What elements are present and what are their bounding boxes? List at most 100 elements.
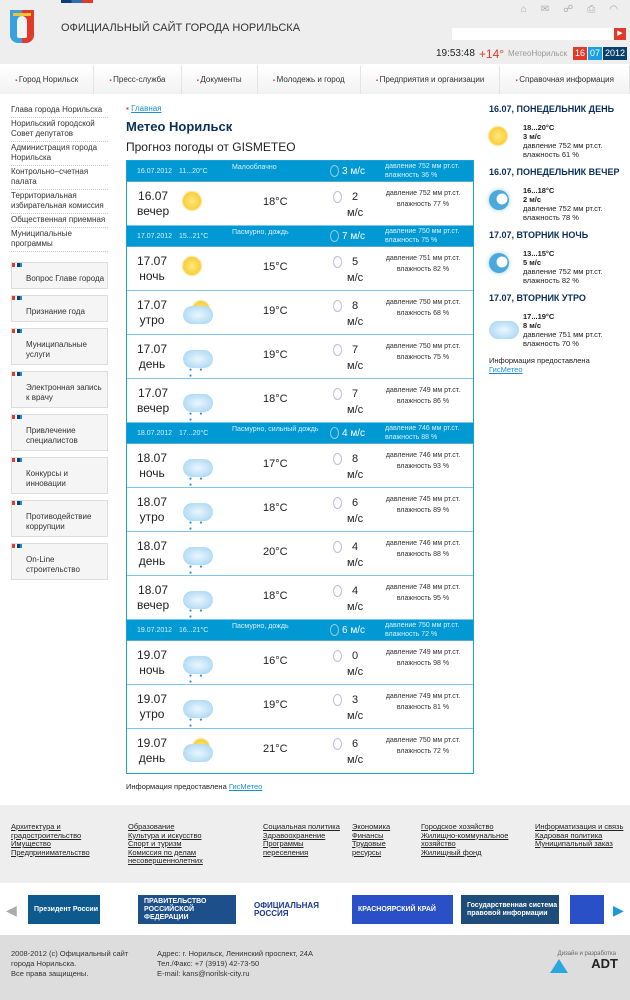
- wind-speed: 4: [352, 585, 359, 597]
- source-link[interactable]: ГисМетео: [489, 365, 523, 374]
- period-part: утро: [139, 313, 165, 327]
- sidebar-box[interactable]: On-Line строительство: [11, 543, 108, 580]
- footer-link[interactable]: Здравоохранение: [263, 830, 326, 840]
- period-temperature: 19°C: [263, 305, 288, 317]
- sidebar-link[interactable]: Норильский городской Совет депутатов: [11, 118, 108, 142]
- sidebar-link[interactable]: Контрольно–счетная палата: [11, 166, 108, 190]
- sidebar-link[interactable]: Общественная приемная: [11, 214, 108, 228]
- partner-banner[interactable]: Государственная система правовой информа…: [461, 895, 559, 924]
- print-icon[interactable]: ⎙: [587, 4, 596, 15]
- sidebar-link[interactable]: Муниципальные программы: [11, 228, 108, 252]
- footer-link[interactable]: Предпринимательство: [11, 847, 90, 857]
- sidebar-box-label: Противодействие коррупции: [26, 512, 92, 531]
- partner-banner[interactable]: [570, 895, 604, 924]
- breadcrumb-home[interactable]: Главная: [131, 104, 162, 113]
- home-icon[interactable]: ⌂: [520, 4, 527, 15]
- period-date-value: 18.07: [138, 583, 169, 597]
- sidebar-box[interactable]: Противодействие коррупции: [11, 500, 108, 537]
- partner-banner[interactable]: КРАСНОЯРСКИЙ КРАЙ: [352, 895, 453, 924]
- wind-direction-icon: [333, 388, 342, 400]
- weather-icon-cell: ● ● ●: [183, 586, 215, 620]
- sidebar-box[interactable]: Вопрос Главе города: [11, 262, 108, 289]
- prev-arrow-icon[interactable]: ◀: [6, 902, 17, 918]
- mail-icon[interactable]: ✉: [540, 4, 550, 15]
- weather-icon-cell: [489, 312, 519, 348]
- date-day: 16: [572, 47, 587, 60]
- city-coat-of-arms-logo[interactable]: [10, 10, 34, 43]
- partner-banner[interactable]: Президент России: [28, 895, 100, 924]
- sidebar-link[interactable]: Администрация города Норильска: [11, 142, 108, 166]
- footer-link[interactable]: Кадровая политика: [535, 830, 603, 840]
- footer-link[interactable]: Программы переселения: [263, 839, 309, 857]
- search-button[interactable]: ▶: [614, 28, 626, 40]
- footer-link[interactable]: Комиссия по делам несовершеннолетних: [128, 847, 203, 865]
- sidebar-box[interactable]: Конкурсы и инновации: [11, 457, 108, 494]
- site-title[interactable]: ОФИЦИАЛЬНЫЙ САЙТ ГОРОДА НОРИЛЬСКА: [61, 22, 301, 34]
- partner-banner[interactable]: ПРАВИТЕЛЬСТВО РОССИЙСКОЙ ФЕДЕРАЦИИ: [138, 895, 236, 924]
- cloud-icon: [183, 700, 213, 718]
- period-date: 17.07 вечер: [137, 386, 169, 416]
- search-input[interactable]: [452, 28, 614, 40]
- right-forecast-details: 18...20°C 3 м/с давление 752 мм рт.ст. влаж…: [523, 123, 603, 159]
- footer-link[interactable]: Спорт и туризм: [128, 839, 182, 848]
- rss-icon[interactable]: ◠: [609, 4, 618, 15]
- wind-direction-icon: [330, 624, 339, 636]
- humidity: влажность 98 %: [396, 660, 450, 667]
- wind-speed: 7: [352, 344, 359, 356]
- nav-item[interactable]: Справочная информация: [500, 66, 630, 94]
- next-arrow-icon[interactable]: ▶: [613, 902, 624, 918]
- sidebar-box-label: Признание года: [26, 307, 85, 316]
- partner-banner[interactable]: ОФИЦИАЛЬНАЯ РОССИЯ: [248, 895, 345, 924]
- nav-item[interactable]: Город Норильск: [0, 66, 95, 94]
- date-month: 07: [587, 47, 602, 60]
- source-link[interactable]: ГисМетео: [228, 782, 263, 791]
- wind-unit: м/с: [347, 316, 364, 328]
- footer-link[interactable]: Финансы: [352, 830, 384, 840]
- footer-link[interactable]: Экономика: [352, 822, 391, 831]
- period-date: 18.07 день: [137, 539, 167, 569]
- footer-link[interactable]: Культура и искусство: [128, 830, 202, 840]
- footer-link[interactable]: Архитектура и градостроительство: [11, 822, 82, 840]
- footer-link[interactable]: Жилищный фонд: [421, 847, 482, 857]
- temp: 16...18°C: [523, 186, 555, 195]
- sidebar-link[interactable]: Глава города Норильска: [11, 104, 108, 118]
- day-header-row: 16.07.2012 11...20°C Малооблачно 3 м/с давле…: [127, 161, 473, 182]
- day-humidity: влажность 75 %: [385, 237, 438, 244]
- period-wind: 7 м/с: [347, 342, 363, 374]
- footer-link[interactable]: Трудовые ресурсы: [352, 839, 386, 857]
- wind-direction-icon: [333, 256, 342, 268]
- meteo-link[interactable]: МетеоНорильск: [508, 49, 567, 58]
- sidebar-link[interactable]: Территориальная избирательная комиссия: [11, 190, 108, 214]
- raindrops-icon: ● ● ●: [189, 717, 206, 729]
- nav-item[interactable]: Документы: [182, 66, 258, 94]
- footer-link[interactable]: Образование: [128, 822, 175, 831]
- address: Адрес: г. Норильск, Ленинский проспект, …: [157, 949, 313, 958]
- right-forecast-title: 17.07, ВТОРНИК УТРО: [489, 293, 586, 303]
- day-pressure: давление 752 мм рт.ст.: [385, 163, 460, 170]
- nav-item[interactable]: Предприятия и организации: [361, 66, 501, 94]
- footer-link[interactable]: Городское хозяйство: [421, 822, 494, 831]
- footer-link[interactable]: Жилищно-коммунальное хозяйство: [421, 830, 509, 848]
- sidebar-box[interactable]: Электронная запись к врачу: [11, 371, 108, 408]
- email[interactable]: E-mail: kans@norilsk-city.ru: [157, 969, 250, 978]
- period-temperature: 15°C: [263, 261, 288, 273]
- footer-link[interactable]: Муниципальный заказ: [535, 839, 613, 848]
- period-date: 17.07 день: [137, 342, 167, 372]
- period-date-value: 18.07: [137, 495, 168, 509]
- footer-link[interactable]: Имущество: [11, 839, 51, 848]
- wind-speed: 3: [352, 694, 359, 706]
- sitemap-icon[interactable]: ☍: [563, 4, 574, 15]
- footer-link[interactable]: Информатизация и связь: [535, 822, 624, 831]
- sidebar-box[interactable]: Признание года: [11, 295, 108, 322]
- adt-logo[interactable]: ADT: [591, 956, 618, 971]
- pressure: давление 752 мм рт.ст.: [385, 190, 461, 197]
- sidebar-box[interactable]: Муниципальные услуги: [11, 328, 108, 365]
- footer-link[interactable]: Социальная политика: [263, 822, 340, 831]
- wind-speed: 8: [352, 453, 359, 465]
- nav-item[interactable]: Молодежь и город: [258, 66, 361, 94]
- wind-unit: м/с: [347, 469, 364, 481]
- day-pressure: давление 750 мм рт.ст.: [385, 228, 460, 235]
- nav-item[interactable]: Пресс-служба: [94, 66, 182, 94]
- cloud-icon: [183, 547, 213, 565]
- sidebar-box[interactable]: Привлечение специалистов: [11, 414, 108, 451]
